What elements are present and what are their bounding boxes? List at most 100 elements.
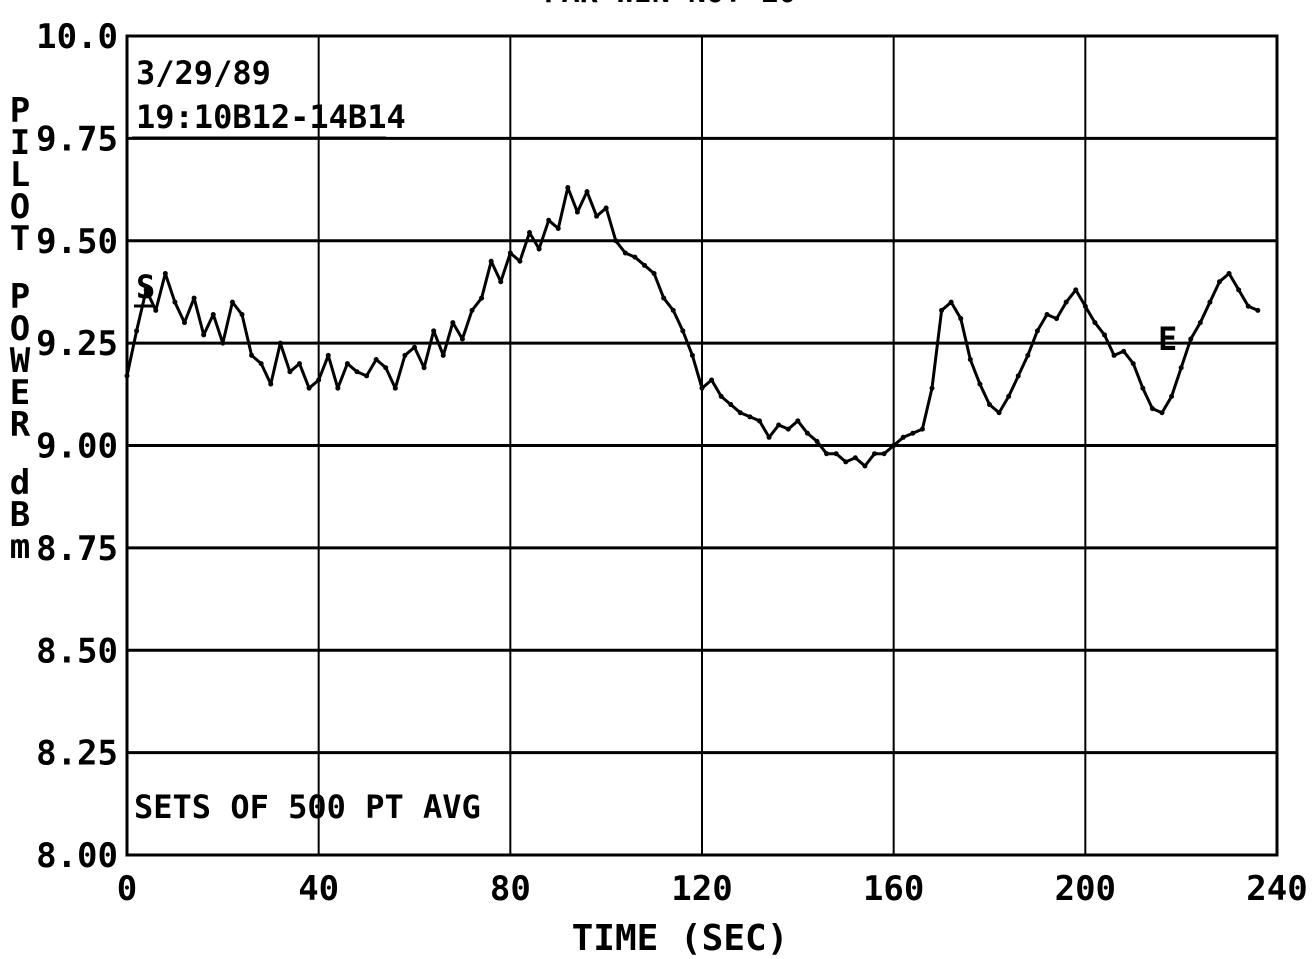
x-tick-label: 80 xyxy=(490,869,531,909)
y-tick-label: 8.00 xyxy=(36,836,118,876)
data-point xyxy=(1025,352,1031,358)
data-point xyxy=(555,225,561,231)
data-point xyxy=(517,258,523,264)
data-point xyxy=(469,307,475,313)
y-axis-label-char: E xyxy=(10,373,30,413)
data-point xyxy=(421,365,427,371)
data-point xyxy=(325,352,331,358)
data-point xyxy=(632,254,638,260)
data-point xyxy=(1082,303,1088,309)
x-tick-label: 160 xyxy=(863,869,924,909)
data-point xyxy=(172,299,178,305)
data-point xyxy=(364,373,370,379)
data-point xyxy=(833,451,839,457)
data-point xyxy=(297,361,302,367)
data-point xyxy=(143,287,149,293)
data-point xyxy=(900,434,906,440)
data-point xyxy=(709,377,715,383)
data-point xyxy=(680,328,686,334)
data-point xyxy=(182,320,187,326)
x-tick-label: 240 xyxy=(1246,869,1307,909)
data-point xyxy=(210,311,216,317)
data-point xyxy=(239,311,245,317)
data-point xyxy=(642,262,647,268)
data-point xyxy=(1015,373,1021,379)
data-point xyxy=(344,361,350,367)
data-point xyxy=(287,369,293,375)
data-point xyxy=(412,344,417,350)
y-tick-label: 8.75 xyxy=(36,529,118,569)
y-tick-label: 9.75 xyxy=(36,119,118,159)
data-point xyxy=(1111,352,1117,358)
data-point xyxy=(306,385,312,391)
data-point xyxy=(910,430,916,436)
plot-frame xyxy=(125,34,1279,857)
data-point xyxy=(1054,316,1060,322)
y-tick-label: 9.25 xyxy=(36,324,118,364)
y-axis-label-char: O xyxy=(10,309,30,349)
data-point xyxy=(958,316,964,322)
data-point xyxy=(479,295,485,301)
y-tick-label: 8.50 xyxy=(36,631,118,671)
data-point xyxy=(843,459,849,465)
data-point xyxy=(383,365,389,371)
data-point xyxy=(124,373,130,379)
data-point xyxy=(670,307,676,313)
data-point xyxy=(354,369,360,375)
data-point xyxy=(527,230,532,236)
y-axis-label-char: T xyxy=(10,219,30,259)
data-point xyxy=(574,209,580,215)
data-point xyxy=(814,438,820,444)
grid xyxy=(126,34,1278,857)
x-tick-label: 120 xyxy=(671,869,732,909)
data-point xyxy=(737,410,743,416)
data-point xyxy=(929,385,935,391)
data-point xyxy=(1159,410,1165,416)
data-point xyxy=(373,357,379,363)
data-point xyxy=(402,352,408,358)
data-point xyxy=(488,258,494,264)
y-axis-label-char: I xyxy=(10,123,30,163)
data-point xyxy=(804,430,810,436)
data-point xyxy=(191,295,197,301)
data-point xyxy=(277,340,283,346)
data-point xyxy=(1255,307,1261,313)
data-point xyxy=(987,402,992,408)
run-id-annotation: 19:10B12-14B14 xyxy=(136,98,406,136)
data-point xyxy=(565,185,571,191)
data-point xyxy=(1236,287,1242,293)
data-point xyxy=(1121,348,1127,354)
data-point xyxy=(948,299,954,305)
data-point xyxy=(1149,406,1155,412)
y-tick-label: 10.0 xyxy=(36,17,118,57)
data-point xyxy=(450,320,456,326)
data-point xyxy=(249,352,255,358)
y-axis-label-char: O xyxy=(10,187,30,227)
x-axis-label: TIME (SEC) xyxy=(572,918,789,959)
data-point xyxy=(162,271,168,277)
data-point xyxy=(919,426,925,432)
data-point xyxy=(622,250,628,256)
data-point xyxy=(661,295,667,301)
data-point xyxy=(852,455,858,461)
x-tick-label: 40 xyxy=(298,869,339,909)
y-axis-label-char: R xyxy=(10,405,31,445)
y-axis-label-char: B xyxy=(10,495,30,535)
data-point xyxy=(1044,311,1050,317)
data-point xyxy=(977,381,983,387)
data-point xyxy=(1197,320,1203,326)
series-line xyxy=(125,186,1259,468)
y-axis-label-char: P xyxy=(10,91,30,131)
end-marker: E xyxy=(1158,320,1177,358)
data-point xyxy=(881,451,887,457)
y-tick-label: 9.50 xyxy=(36,222,118,262)
y-axis-label-char: P xyxy=(10,277,30,317)
data-point xyxy=(507,250,513,256)
data-point xyxy=(431,328,437,334)
y-tick-label: 8.25 xyxy=(36,734,118,774)
date-annotation: 3/29/89 xyxy=(136,54,271,92)
y-axis-label-char: W xyxy=(10,341,31,381)
data-point xyxy=(747,414,753,420)
